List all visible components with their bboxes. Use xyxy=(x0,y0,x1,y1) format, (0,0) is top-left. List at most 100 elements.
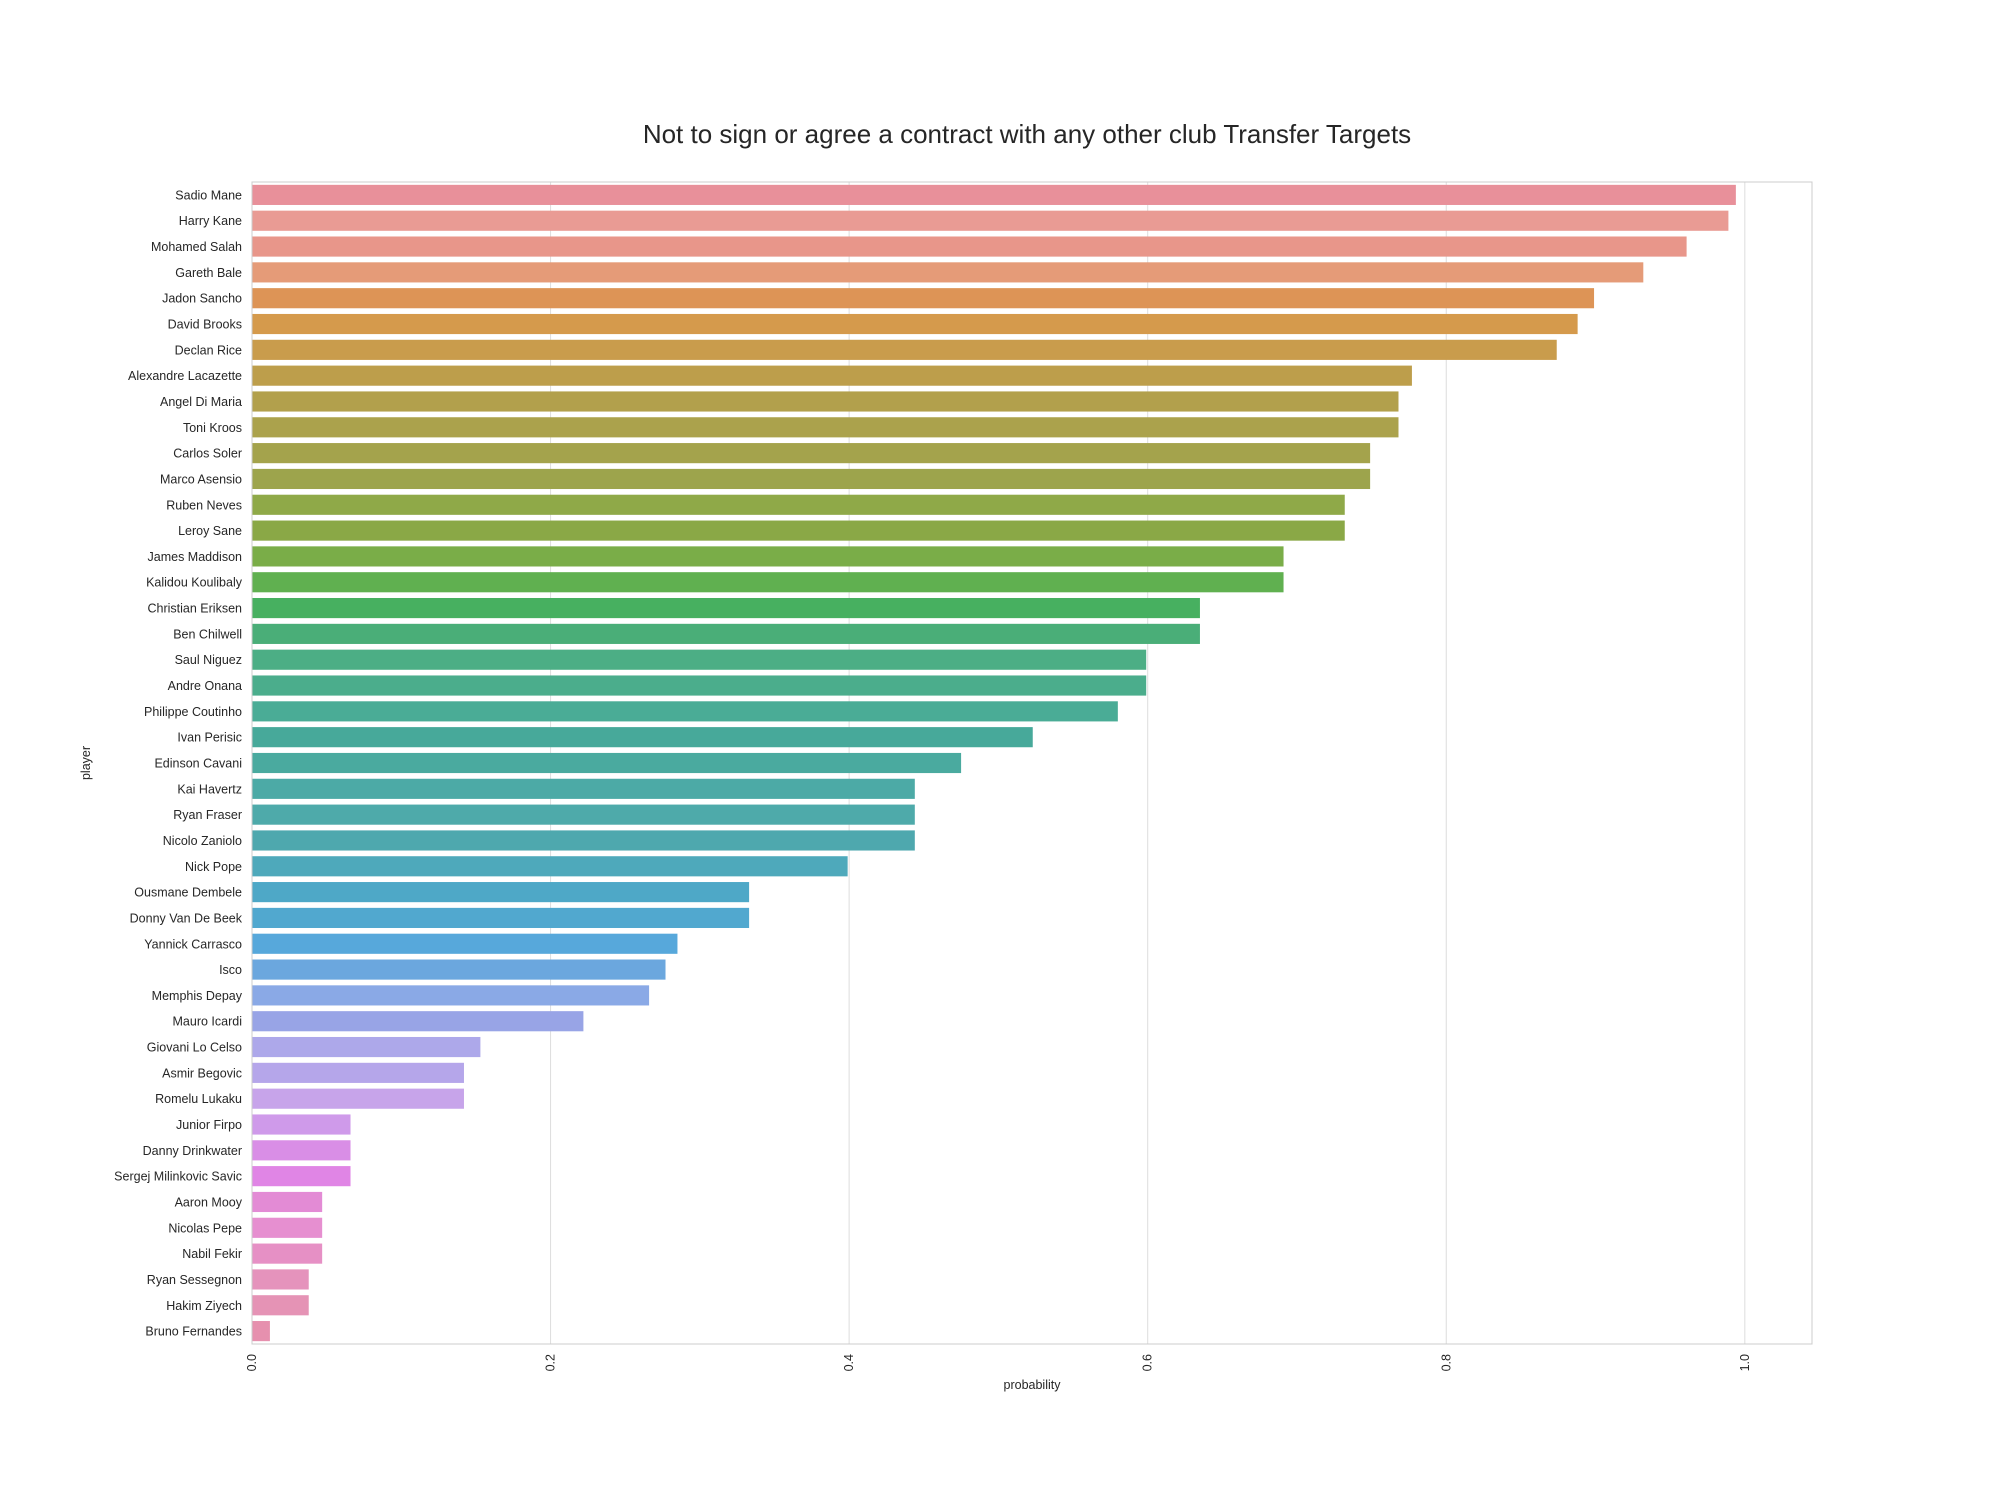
x-tick-label: 0.4 xyxy=(842,1354,856,1371)
y-tick-label: Kai Havertz xyxy=(177,782,242,796)
bar xyxy=(252,623,1200,644)
y-tick-label: Saul Niguez xyxy=(175,653,242,667)
bar xyxy=(252,882,750,903)
bar xyxy=(252,933,678,954)
bar xyxy=(252,804,915,825)
y-tick-label: Nick Pope xyxy=(185,860,242,874)
y-tick-label: Ruben Neves xyxy=(166,498,242,512)
y-tick-label: James Maddison xyxy=(148,550,243,564)
bar xyxy=(252,649,1147,670)
y-tick-label: Jadon Sancho xyxy=(162,292,242,306)
y-tick-label: Christian Eriksen xyxy=(148,602,243,616)
y-tick-label: Junior Firpo xyxy=(176,1118,242,1132)
y-tick-label: Ousmane Dembele xyxy=(134,886,242,900)
y-tick-label: Yannick Carrasco xyxy=(144,937,242,951)
bar xyxy=(252,856,848,877)
y-tick-label: Bruno Fernandes xyxy=(145,1325,242,1339)
bar xyxy=(252,701,1118,722)
y-tick-label: Philippe Coutinho xyxy=(144,705,242,719)
bars xyxy=(252,184,1736,1342)
bar xyxy=(252,572,1284,593)
y-tick-label: Nicolo Zaniolo xyxy=(163,834,242,848)
bar xyxy=(252,675,1147,696)
y-tick-label: Alexandre Lacazette xyxy=(128,369,242,383)
bar xyxy=(252,985,650,1006)
bar xyxy=(252,1191,323,1213)
y-tick-label: Asmir Begovic xyxy=(162,1066,242,1080)
bar xyxy=(252,1166,351,1187)
chart-title: Not to sign or agree a contract with any… xyxy=(643,119,1411,149)
y-tick-label: Sergej Milinkovic Savic xyxy=(114,1170,242,1184)
bar xyxy=(252,1036,481,1058)
y-tick-label: Nicolas Pepe xyxy=(168,1221,242,1235)
y-tick-label: Mauro Icardi xyxy=(173,1015,242,1029)
bar xyxy=(252,778,915,799)
y-tick-label: Ryan Sessegnon xyxy=(147,1273,242,1287)
bar xyxy=(252,1217,323,1238)
bar xyxy=(252,184,1736,205)
y-tick-label: Declan Rice xyxy=(175,343,242,357)
y-tick-label: Carlos Soler xyxy=(173,447,242,461)
bar xyxy=(252,468,1371,490)
x-tick-label: 0.8 xyxy=(1439,1354,1453,1371)
bar xyxy=(252,391,1399,412)
y-tick-label: David Brooks xyxy=(168,318,242,332)
bar xyxy=(252,1243,323,1264)
bar xyxy=(252,262,1644,283)
y-tick-label: Danny Drinkwater xyxy=(143,1144,242,1158)
bar xyxy=(252,236,1687,257)
bar xyxy=(252,313,1578,335)
y-tick-label: Edinson Cavani xyxy=(154,757,242,771)
bar xyxy=(252,339,1557,360)
bar xyxy=(252,959,666,980)
bar xyxy=(252,365,1412,386)
bar xyxy=(252,546,1284,567)
bar xyxy=(252,907,750,929)
y-axis-label: player xyxy=(79,746,93,780)
bar xyxy=(252,210,1729,231)
y-tick-label: Isco xyxy=(219,963,242,977)
bar xyxy=(252,417,1399,438)
plot-frame xyxy=(251,181,1813,1345)
bar xyxy=(252,597,1200,619)
bar xyxy=(252,288,1595,309)
bar xyxy=(252,1011,584,1032)
y-tick-label: Angel Di Maria xyxy=(160,395,242,409)
y-tick-labels: Sadio Mane Harry Kane Mohamed Salah Gareth … xyxy=(114,188,243,1338)
y-tick-label: Romelu Lukaku xyxy=(155,1092,242,1106)
bar xyxy=(252,830,915,851)
y-tick-label: Andre Onana xyxy=(168,679,242,693)
y-tick-label: Sadio Mane xyxy=(175,188,242,202)
bar xyxy=(252,443,1371,464)
bar xyxy=(252,1321,270,1342)
bar xyxy=(252,752,962,774)
bar xyxy=(252,1140,351,1161)
y-tick-label: Nabil Fekir xyxy=(182,1247,242,1261)
y-tick-label: Harry Kane xyxy=(179,214,242,228)
y-tick-label: Ben Chilwell xyxy=(173,627,242,641)
y-tick-label: Donny Van De Beek xyxy=(130,911,243,925)
y-tick-label: Mohamed Salah xyxy=(151,240,242,254)
y-tick-label: Aaron Mooy xyxy=(175,1195,243,1209)
x-tick-label: 0.6 xyxy=(1141,1354,1155,1371)
bar xyxy=(252,1062,464,1083)
bar xyxy=(252,520,1345,541)
y-tick-label: Ivan Perisic xyxy=(177,731,242,745)
x-tick-label: 0.0 xyxy=(245,1354,259,1371)
x-axis-label: probability xyxy=(1004,1378,1062,1392)
y-tick-label: Ryan Fraser xyxy=(173,808,242,822)
y-tick-label: Hakim Ziyech xyxy=(166,1299,242,1313)
bar xyxy=(252,727,1033,748)
y-tick-label: Memphis Depay xyxy=(152,989,243,1003)
y-tick-label: Giovani Lo Celso xyxy=(147,1041,242,1055)
y-tick-label: Gareth Bale xyxy=(175,266,242,280)
x-tick-label: 1.0 xyxy=(1738,1354,1752,1371)
x-tick-labels: 0.0 0.2 0.4 0.6 0.8 1.0 xyxy=(245,1354,1752,1371)
bar xyxy=(252,1114,351,1135)
y-tick-label: Leroy Sane xyxy=(178,524,242,538)
y-tick-label: Toni Kroos xyxy=(183,421,242,435)
y-tick-label: Kalidou Koulibaly xyxy=(146,576,243,590)
x-tick-label: 0.2 xyxy=(544,1354,558,1371)
bar xyxy=(252,1295,309,1316)
